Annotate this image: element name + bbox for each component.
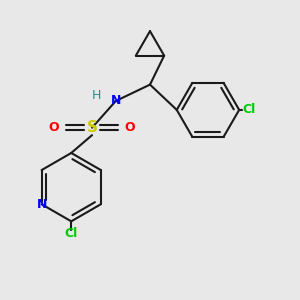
Text: Cl: Cl	[243, 103, 256, 116]
Text: H: H	[92, 88, 101, 101]
Text: Cl: Cl	[64, 227, 78, 240]
Text: O: O	[49, 121, 59, 134]
Text: N: N	[36, 198, 47, 211]
Text: O: O	[125, 121, 135, 134]
Text: N: N	[111, 94, 121, 107]
Text: S: S	[86, 120, 98, 135]
